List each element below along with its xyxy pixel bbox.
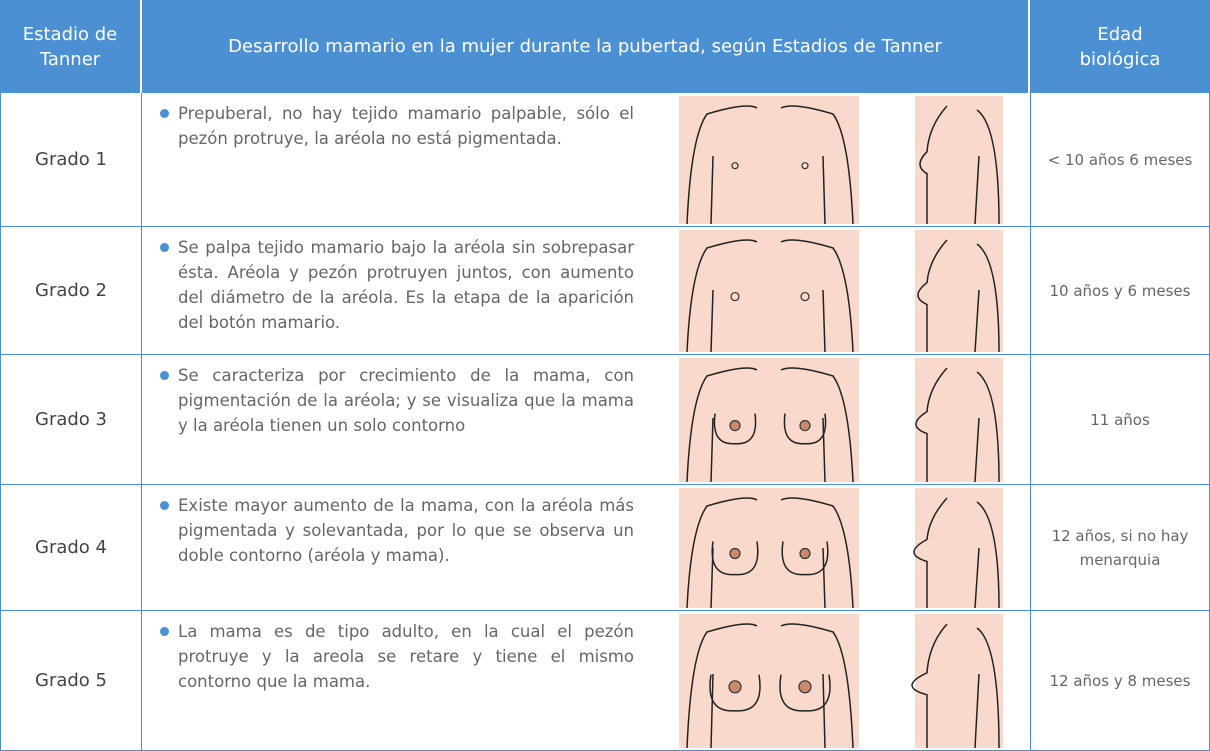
side-outline — [915, 367, 1000, 482]
age: 12 años, si no hay menarquia — [1030, 485, 1210, 611]
side-outline — [911, 623, 1000, 748]
breast-outline — [713, 413, 757, 445]
grade: Grado 1 — [0, 93, 142, 227]
skin-front — [679, 230, 859, 352]
description-cell: Se caracteriza por crecimiento de la mam… — [142, 355, 1030, 485]
skin-side — [915, 488, 1003, 608]
breast-outline — [783, 413, 827, 445]
areola — [800, 291, 810, 302]
illustration — [679, 230, 1003, 352]
side-outline — [913, 497, 1000, 608]
description: La mama es de tipo adulto, en la cual el… — [160, 619, 634, 694]
areola — [729, 547, 741, 560]
illustration — [679, 358, 1003, 482]
areola — [801, 162, 809, 170]
areola — [799, 547, 811, 560]
skin-side — [915, 614, 1003, 748]
description-cell: Prepuberal, no hay tejido mamario palpab… — [142, 93, 1030, 227]
skin-side — [915, 230, 1003, 352]
description: Prepuberal, no hay tejido mamario palpab… — [160, 101, 634, 151]
areola — [799, 419, 811, 432]
illustration — [679, 96, 1003, 224]
body-outline — [686, 105, 854, 224]
skin-side — [915, 358, 1003, 482]
age: 12 años y 8 meses — [1030, 611, 1210, 751]
age: < 10 años 6 meses — [1030, 93, 1210, 227]
side-outline — [917, 239, 1000, 352]
skin-front — [679, 488, 859, 608]
grade: Grado 3 — [0, 355, 142, 485]
header-age: Edad biológica — [1030, 0, 1210, 93]
areola — [728, 680, 742, 694]
description: Se caracteriza por crecimiento de la mam… — [160, 363, 634, 438]
header-stage: Estadio de Tanner — [0, 0, 142, 93]
body-outline — [686, 367, 854, 482]
grade: Grado 5 — [0, 611, 142, 751]
description-cell: La mama es de tipo adulto, en la cual el… — [142, 611, 1030, 751]
grade: Grado 4 — [0, 485, 142, 611]
breast-outline — [709, 674, 761, 712]
breast-outline — [711, 541, 759, 576]
header-title: Desarrollo mamario en la mujer durante l… — [142, 0, 1030, 93]
grade: Grado 2 — [0, 227, 142, 355]
areola — [731, 162, 739, 170]
areola — [798, 680, 812, 694]
skin-front — [679, 614, 859, 748]
description-cell: Se palpa tejido mamario bajo la aréola s… — [142, 227, 1030, 355]
side-outline — [919, 105, 1000, 224]
body-outline — [686, 623, 854, 748]
skin-front — [679, 358, 859, 482]
breast-outline — [781, 541, 829, 576]
body-outline — [686, 239, 854, 352]
illustration — [679, 614, 1003, 748]
description: Existe mayor aumento de la mama, con la … — [160, 493, 634, 568]
skin-side — [915, 96, 1003, 224]
age: 10 años y 6 meses — [1030, 227, 1210, 355]
description: Se palpa tejido mamario bajo la aréola s… — [160, 235, 634, 335]
skin-front — [679, 96, 859, 224]
body-outline — [686, 497, 854, 608]
areola — [729, 419, 741, 432]
breast-outline — [779, 674, 831, 712]
areola — [730, 291, 740, 302]
illustration — [679, 488, 1003, 608]
age: 11 años — [1030, 355, 1210, 485]
description-cell: Existe mayor aumento de la mama, con la … — [142, 485, 1030, 611]
